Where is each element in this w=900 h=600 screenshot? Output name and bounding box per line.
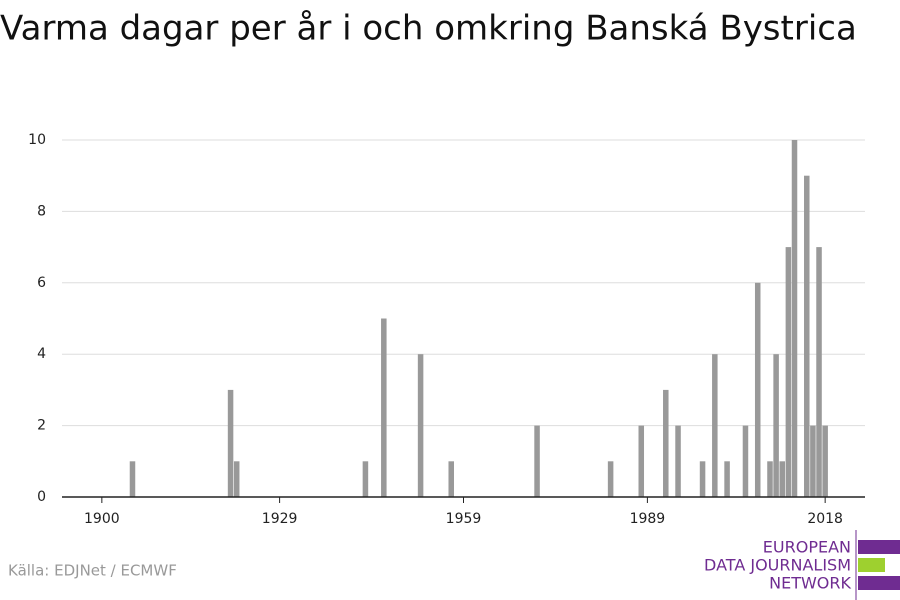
y-tick-label: 10 xyxy=(28,132,46,148)
bar xyxy=(767,461,773,497)
bar xyxy=(785,247,792,497)
x-tick-label: 1959 xyxy=(446,511,482,527)
logo-text: NETWORK xyxy=(769,574,851,593)
bar xyxy=(381,318,387,497)
bar xyxy=(699,461,706,497)
x-tick-label: 1900 xyxy=(84,511,120,527)
y-tick-label: 0 xyxy=(37,489,46,505)
chart-title: Varma dagar per år i och omkring Banská … xyxy=(0,9,857,49)
bar xyxy=(754,282,761,497)
x-tick-label: 1989 xyxy=(630,511,666,527)
bar xyxy=(233,461,240,497)
bar xyxy=(712,354,718,497)
bar xyxy=(816,247,822,497)
bar xyxy=(129,461,136,497)
bar xyxy=(810,425,816,497)
bar xyxy=(779,461,786,497)
x-tick-label: 2018 xyxy=(807,511,843,527)
bar xyxy=(607,461,614,497)
logo-text: EUROPEAN xyxy=(763,538,851,557)
logo-bar xyxy=(858,540,900,554)
y-tick-label: 6 xyxy=(37,275,46,291)
bar xyxy=(773,354,779,497)
bar xyxy=(448,461,454,497)
bar xyxy=(362,461,369,497)
logo-text: DATA JOURNALISM xyxy=(704,556,851,575)
y-tick-label: 2 xyxy=(37,418,46,434)
source: Källa: EDJNet / ECMWF xyxy=(8,562,177,580)
logo-bar xyxy=(858,558,885,572)
bar xyxy=(822,425,828,497)
bar xyxy=(791,140,798,497)
bar xyxy=(675,425,681,497)
bar xyxy=(417,354,424,497)
bar xyxy=(804,175,810,497)
bar xyxy=(663,389,669,497)
x-tick-label: 1929 xyxy=(262,511,298,527)
logo-bar xyxy=(858,576,900,590)
bar xyxy=(638,425,645,497)
bar xyxy=(227,389,234,497)
bar xyxy=(724,461,730,497)
bar xyxy=(534,425,540,497)
y-tick-label: 4 xyxy=(37,346,46,362)
y-tick-label: 8 xyxy=(37,203,46,219)
bar xyxy=(742,425,749,497)
